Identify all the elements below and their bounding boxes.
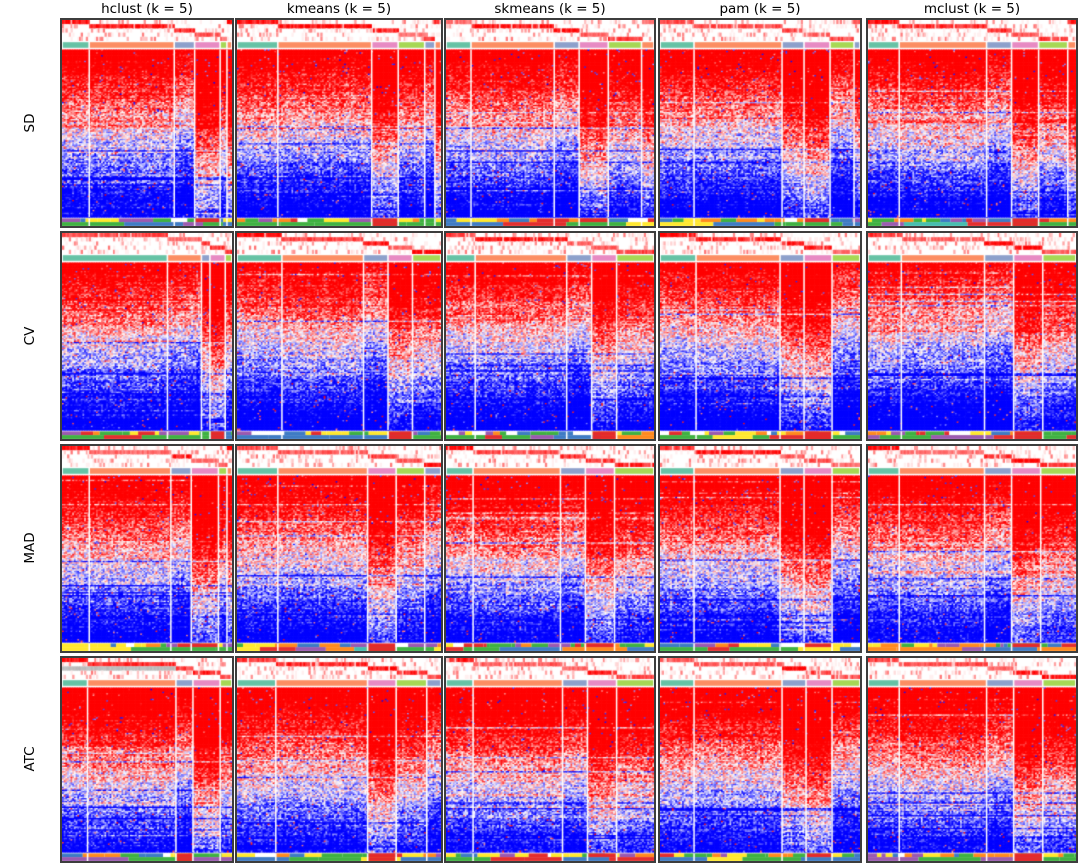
heatmap-panel-sd-pam [658, 18, 862, 228]
heatmap-panel-sd-skmeans [444, 18, 656, 228]
heatmap-panel-atc-kmeans [235, 656, 443, 863]
heatmap-panel-sd-hclust [60, 18, 234, 228]
column-title-mclust: mclust (k = 5) [923, 1, 1021, 17]
heatmap-panel-mad-mclust [866, 444, 1078, 653]
row-label-sd: SD [22, 113, 38, 133]
row-label-mad: MAD [22, 532, 38, 564]
heatmap-panel-cv-kmeans [235, 231, 443, 441]
column-title-skmeans: skmeans (k = 5) [494, 1, 606, 17]
heatmap-panel-mad-hclust [60, 444, 234, 653]
heatmap-panel-cv-mclust [866, 231, 1078, 441]
heatmap-panel-mad-skmeans [444, 444, 656, 653]
heatmap-panel-cv-pam [658, 231, 862, 441]
heatmap-panel-cv-hclust [60, 231, 234, 441]
column-title-pam: pam (k = 5) [719, 1, 801, 17]
heatmap-panel-sd-kmeans [235, 18, 443, 228]
row-label-cv: CV [22, 326, 38, 346]
heatmap-panel-atc-skmeans [444, 656, 656, 863]
heatmap-panel-sd-mclust [866, 18, 1078, 228]
heatmap-panel-atc-hclust [60, 656, 234, 863]
row-label-atc: ATC [22, 746, 38, 772]
heatmap-panel-cv-skmeans [444, 231, 656, 441]
heatmap-panel-atc-pam [658, 656, 862, 863]
heatmap-panel-atc-mclust [866, 656, 1078, 863]
heatmap-panel-mad-kmeans [235, 444, 443, 653]
column-title-kmeans: kmeans (k = 5) [286, 1, 392, 17]
column-title-hclust: hclust (k = 5) [101, 1, 193, 17]
heatmap-panel-mad-pam [658, 444, 862, 653]
